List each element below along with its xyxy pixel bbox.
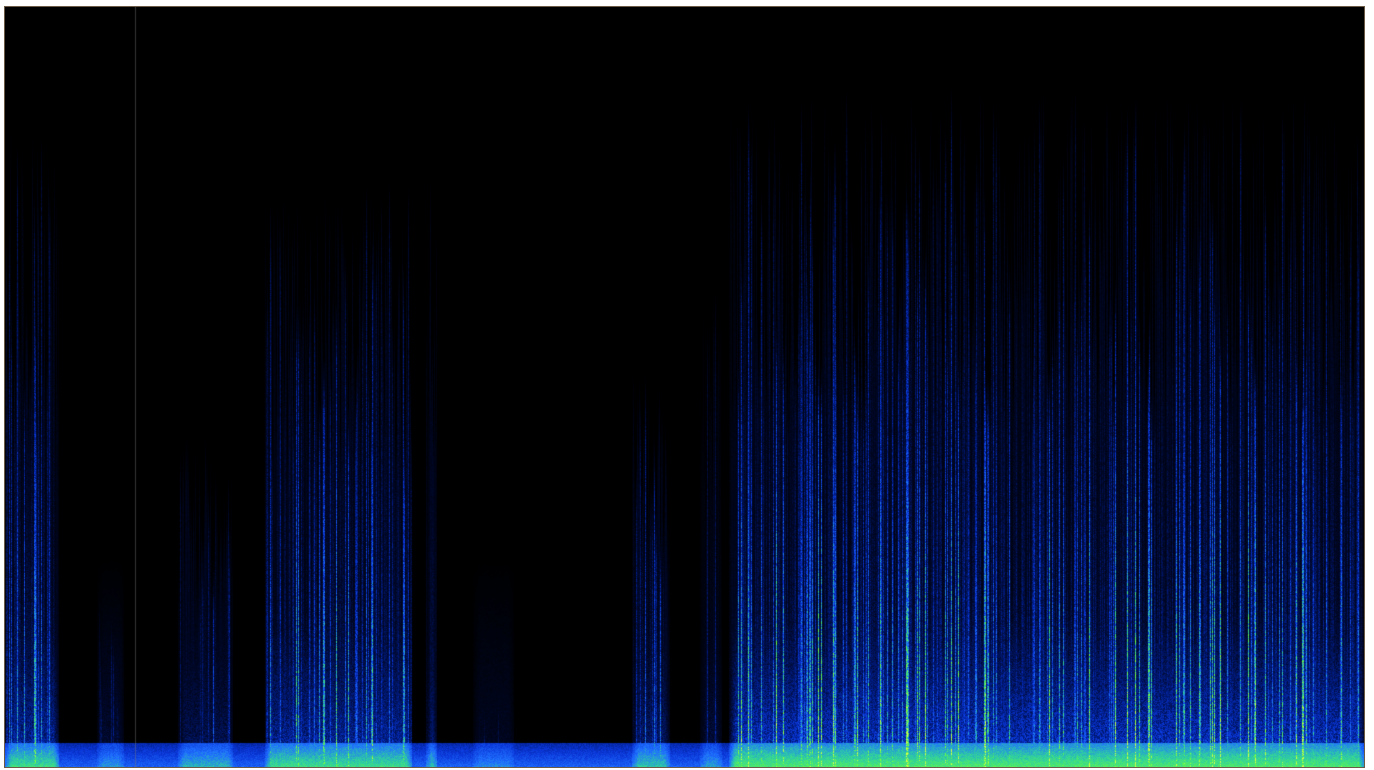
spectrogram-image	[5, 7, 1364, 767]
spectrogram-frame	[4, 6, 1365, 768]
